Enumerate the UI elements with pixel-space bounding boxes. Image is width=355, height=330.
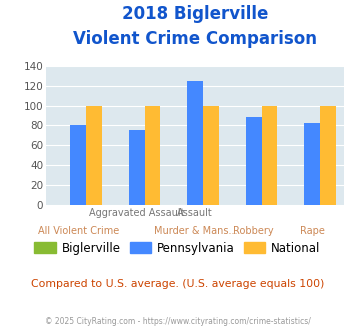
Text: © 2025 CityRating.com - https://www.cityrating.com/crime-statistics/: © 2025 CityRating.com - https://www.city… [45, 317, 310, 326]
Text: Assault: Assault [178, 208, 213, 218]
Bar [203, 106, 219, 205]
Text: 2018 Biglerville: 2018 Biglerville [122, 5, 268, 23]
Legend: Biglerville, Pennsylvania, National: Biglerville, Pennsylvania, National [29, 237, 326, 259]
Bar [129, 130, 145, 205]
Text: Aggravated Assault: Aggravated Assault [89, 208, 185, 218]
Bar [70, 125, 86, 205]
Text: Rape: Rape [300, 226, 324, 236]
Text: Robbery: Robbery [233, 226, 274, 236]
Bar [320, 106, 336, 205]
Text: Violent Crime Comparison: Violent Crime Comparison [73, 30, 317, 48]
Text: Murder & Mans...: Murder & Mans... [153, 226, 237, 236]
Bar [187, 81, 203, 205]
Bar [262, 106, 277, 205]
Text: All Violent Crime: All Violent Crime [38, 226, 119, 236]
Text: Compared to U.S. average. (U.S. average equals 100): Compared to U.S. average. (U.S. average … [31, 279, 324, 289]
Bar [304, 123, 320, 205]
Bar [145, 106, 160, 205]
Bar [86, 106, 102, 205]
Bar [246, 117, 262, 205]
